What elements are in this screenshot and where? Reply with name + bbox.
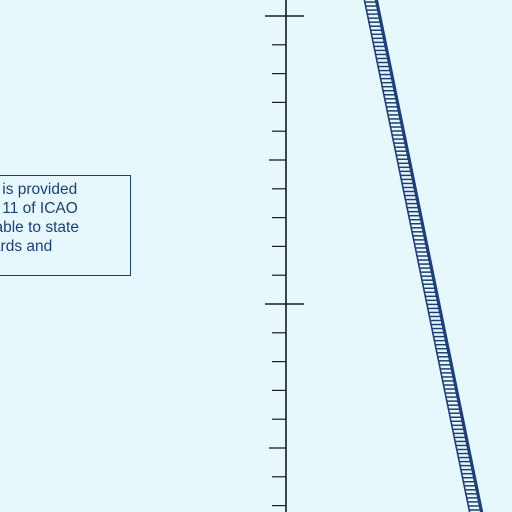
airspace-boundary — [363, 0, 484, 512]
chart-note-box: Space is provided Annex 11 of ICAO appli… — [0, 175, 131, 276]
boundary-outer-edge — [374, 0, 484, 512]
chart-note-text: Space is provided Annex 11 of ICAO appli… — [0, 180, 130, 256]
note-line-2: Annex 11 of ICAO — [0, 200, 78, 217]
note-line-4: standards and — [0, 238, 53, 255]
note-line-1: Space is provided — [0, 181, 78, 198]
distance-scale — [265, 0, 304, 512]
note-line-3: applicable to state — [0, 219, 79, 236]
boundary-inner-edge — [363, 0, 471, 512]
